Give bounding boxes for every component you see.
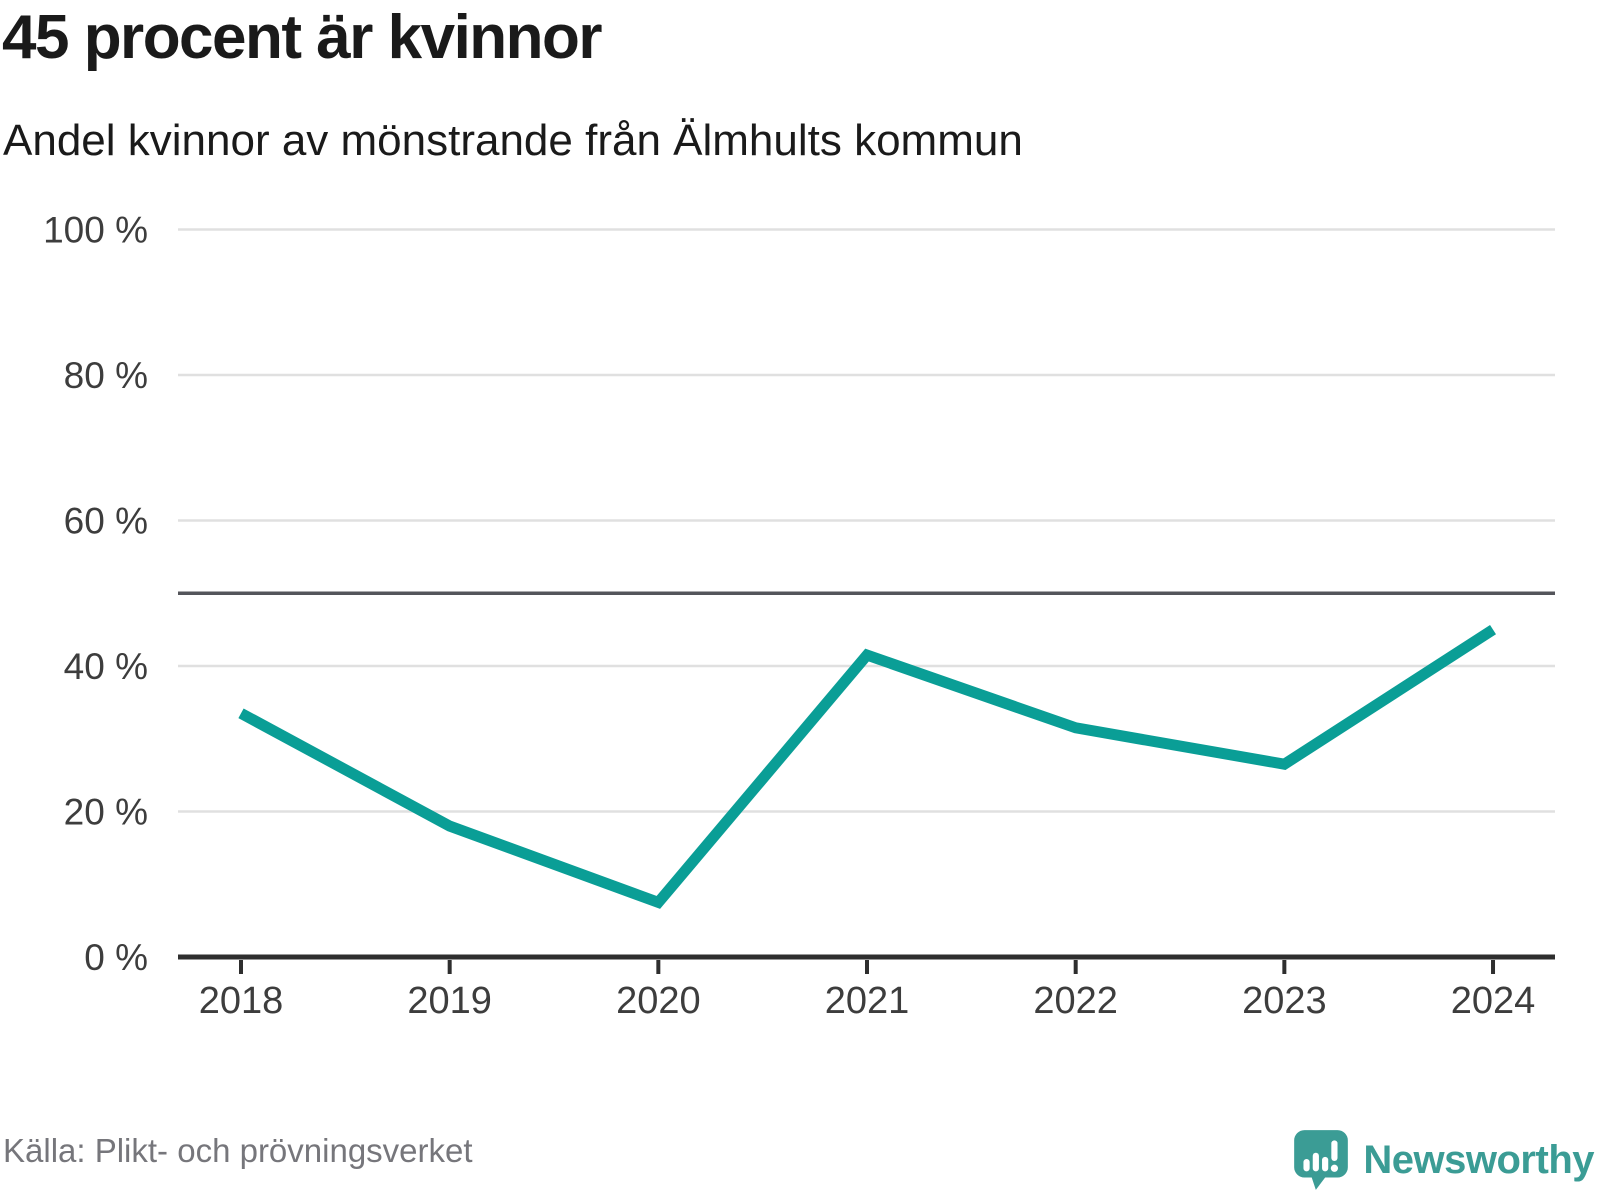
line-chart: 0 % 20 % 40 % 60 % 80 % 100 % 2018 2019 2020 2021…: [43, 210, 1555, 1020]
logo-exclamation-dot: [1331, 1164, 1339, 1172]
y-tick-label: 100 %: [43, 210, 148, 251]
x-tick-label: 2022: [1033, 980, 1118, 1020]
y-tick-label: 0 %: [84, 937, 148, 978]
x-tick-label: 2019: [407, 980, 492, 1020]
brand-name: Newsworthy: [1363, 1137, 1594, 1182]
x-tick-label: 2024: [1451, 980, 1536, 1020]
logo-bar-3: [1322, 1156, 1329, 1172]
y-tick-label: 20 %: [64, 792, 148, 833]
logo-bubble: [1294, 1130, 1349, 1190]
y-tick-label: 40 %: [64, 646, 148, 687]
logo-exclamation-bar: [1331, 1140, 1338, 1162]
data-line: [238, 625, 1497, 909]
x-tick-label: 2023: [1242, 980, 1327, 1020]
x-tick-label: 2020: [616, 980, 701, 1020]
y-tick-label: 60 %: [64, 501, 148, 542]
newsworthy-logo-icon: [1294, 1130, 1349, 1190]
y-tick-label: 80 %: [64, 355, 148, 396]
chart-title: 45 procent är kvinnor: [2, 3, 603, 72]
x-tick-label: 2018: [199, 980, 284, 1020]
logo-bar-1: [1303, 1158, 1311, 1172]
logo-bar-2: [1313, 1152, 1320, 1172]
source-note: Källa: Plikt- och prövningsverket: [3, 1132, 473, 1169]
chart-subtitle: Andel kvinnor av mönstrande från Älmhult…: [3, 116, 1023, 165]
x-tick-label: 2021: [825, 980, 910, 1020]
brand: Newsworthy: [1292, 1128, 1594, 1192]
